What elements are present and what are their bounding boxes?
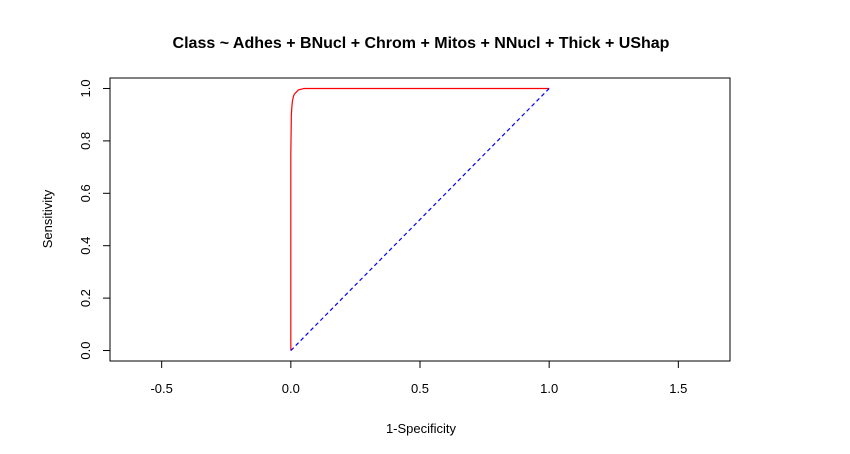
x-tick-label: 1.5: [669, 381, 687, 396]
x-axis: -0.5 0.0 0.5 1.0 1.5: [150, 360, 687, 396]
x-tick-label: 1.0: [540, 381, 558, 396]
x-axis-label: 1-Specificity: [386, 421, 457, 436]
chart-title: Class ~ Adhes + BNucl + Chrom + Mitos + …: [173, 35, 670, 52]
y-tick-label: 0.2: [78, 289, 93, 307]
x-tick-label: -0.5: [150, 381, 172, 396]
series-layer: [290, 87, 550, 351]
reference-diagonal-line: [290, 88, 550, 351]
y-tick-label: 0.0: [78, 341, 93, 359]
y-tick-label: 1.0: [78, 79, 93, 97]
roc-curve-line: [290, 87, 550, 351]
x-tick-label: 0.0: [282, 381, 300, 396]
y-tick-label: 0.6: [78, 184, 93, 202]
y-tick-label: 0.8: [78, 132, 93, 150]
y-axis-label: Sensitivity: [40, 189, 55, 248]
y-axis: 0.0 0.2 0.4 0.6 0.8 1.0: [78, 79, 111, 360]
y-tick-label: 0.4: [78, 237, 93, 255]
x-tick-label: 0.5: [411, 381, 429, 396]
